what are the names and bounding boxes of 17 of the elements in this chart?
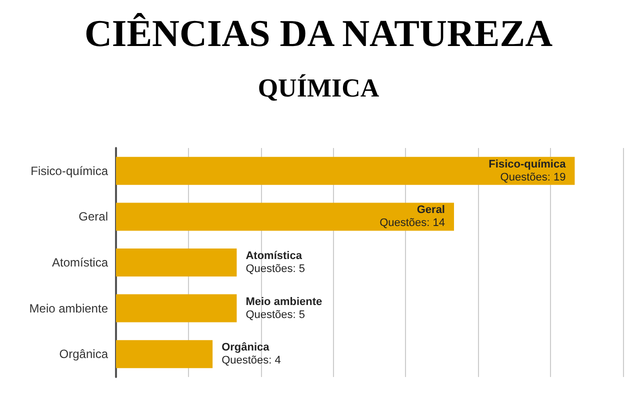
y-tick-label: Geral (78, 210, 108, 224)
bar (116, 294, 237, 322)
y-tick-label: Meio ambiente (29, 301, 108, 316)
y-tick-label: Atomística (52, 256, 108, 270)
data-label: Atomística Questões: 5 (246, 250, 306, 275)
chart-title: CIÊNCIAS DA NATUREZA (84, 13, 554, 55)
chart-subtitle: QUÍMICA (258, 74, 380, 102)
bar (116, 202, 454, 231)
y-tick-label: Orgânica (59, 347, 108, 362)
data-label: Geral Questões: 14 (380, 204, 445, 230)
bar (116, 156, 575, 185)
data-label: Meio ambiente Questões: 5 (246, 296, 322, 321)
y-tick-label: Fisico-química (30, 164, 108, 178)
data-label: Fisico-química Questões: 19 (488, 158, 567, 184)
bar (116, 248, 237, 276)
data-label: Orgânica Questões: 4 (222, 342, 281, 367)
bar (116, 340, 213, 368)
